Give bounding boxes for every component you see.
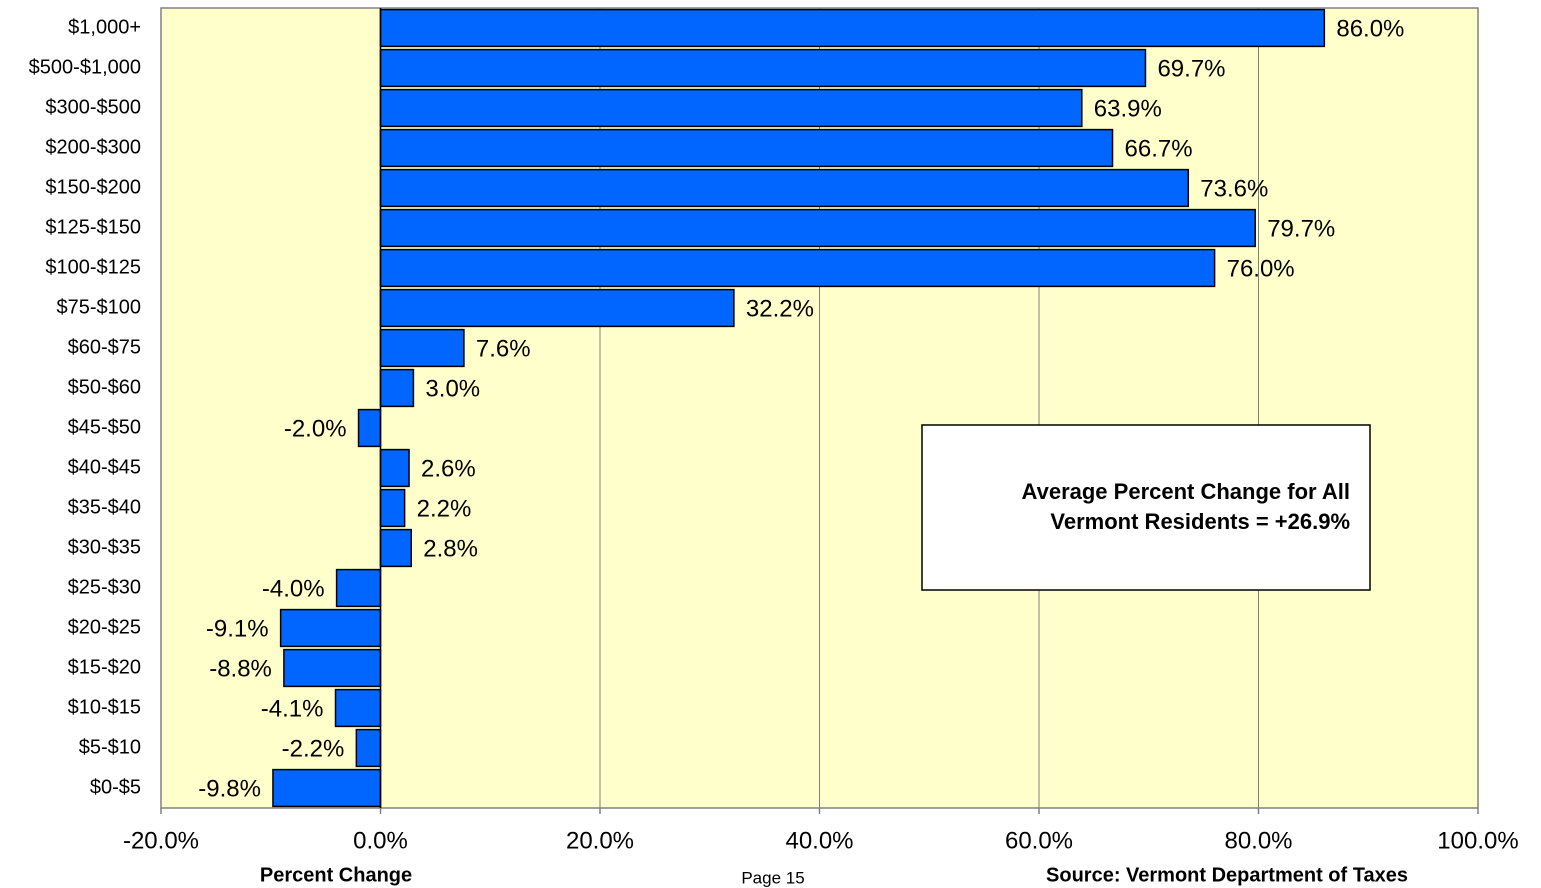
annotation-line: Vermont Residents = +26.9%	[1050, 509, 1350, 534]
x-tick-label: 80.0%	[1224, 827, 1292, 854]
y-tick-label: $1,000+	[68, 16, 141, 38]
y-tick-label: $125-$150	[45, 216, 141, 238]
y-tick-label: $25-$30	[68, 576, 141, 598]
bar	[334, 688, 382, 728]
y-tick-label: $10-$15	[68, 696, 141, 718]
y-tick-label: $60-$75	[68, 336, 141, 358]
x-tick-label: -20.0%	[123, 827, 199, 854]
y-tick-label: $5-$10	[79, 736, 141, 758]
bar	[379, 208, 1256, 248]
x-axis-title: Percent Change	[260, 864, 412, 886]
y-tick-label: $100-$125	[45, 256, 141, 278]
bar	[379, 488, 406, 528]
value-label: 79.7%	[1267, 215, 1335, 242]
value-label: -4.0%	[262, 575, 325, 602]
value-label: 86.0%	[1336, 15, 1404, 42]
y-tick-label: $150-$200	[45, 176, 141, 198]
bar	[379, 168, 1190, 208]
x-tick-label: 60.0%	[1005, 827, 1073, 854]
bar	[279, 608, 382, 648]
x-tick-label: 20.0%	[566, 827, 634, 854]
bar	[335, 568, 382, 608]
bar	[379, 8, 1326, 48]
y-tick-label: $20-$25	[68, 616, 141, 638]
value-label: 32.2%	[746, 295, 814, 322]
bar	[379, 328, 465, 368]
value-label: 7.6%	[476, 335, 531, 362]
bar	[283, 648, 382, 688]
value-label: 2.8%	[423, 535, 478, 562]
y-tick-label: $200-$300	[45, 136, 141, 158]
bar	[379, 128, 1114, 168]
bar	[379, 368, 415, 408]
value-label: 66.7%	[1125, 135, 1193, 162]
x-tick-label: 100.0%	[1437, 827, 1518, 854]
value-label: 63.9%	[1094, 95, 1162, 122]
source-note: Source: Vermont Department of Taxes	[1046, 864, 1408, 886]
value-label: 2.6%	[421, 455, 476, 482]
bar	[355, 728, 382, 768]
annotation-line: Average Percent Change for All	[1022, 479, 1350, 504]
value-label: 69.7%	[1157, 55, 1225, 82]
value-label: 73.6%	[1200, 175, 1268, 202]
y-tick-label: $0-$5	[90, 776, 141, 798]
value-label: -8.8%	[209, 655, 272, 682]
value-label: 76.0%	[1227, 255, 1295, 282]
value-label: 2.2%	[417, 495, 472, 522]
bar	[379, 48, 1147, 88]
value-label: -4.1%	[261, 695, 324, 722]
value-label: -9.8%	[198, 775, 261, 802]
value-label: 3.0%	[425, 375, 480, 402]
value-label: -2.2%	[282, 735, 345, 762]
y-tick-label: $30-$35	[68, 536, 141, 558]
y-tick-label: $500-$1,000	[29, 56, 141, 78]
value-label: -2.0%	[284, 415, 347, 442]
bar	[379, 528, 412, 568]
y-tick-label: $50-$60	[68, 376, 141, 398]
y-tick-label: $75-$100	[56, 296, 141, 318]
bar	[379, 448, 410, 488]
annotation-box	[921, 424, 1371, 591]
page-number: Page 15	[741, 868, 804, 887]
y-tick-label: $300-$500	[45, 96, 141, 118]
bar	[379, 288, 735, 328]
y-tick-label: $35-$40	[68, 496, 141, 518]
y-tick-label: $40-$45	[68, 456, 141, 478]
x-tick-label: 40.0%	[785, 827, 853, 854]
bar	[379, 88, 1083, 128]
value-label: -9.1%	[206, 615, 269, 642]
bar	[379, 248, 1216, 288]
x-tick-label: 0.0%	[353, 827, 408, 854]
bar	[357, 408, 382, 448]
y-tick-label: $15-$20	[68, 656, 141, 678]
y-tick-label: $45-$50	[68, 416, 141, 438]
bar	[272, 768, 382, 808]
